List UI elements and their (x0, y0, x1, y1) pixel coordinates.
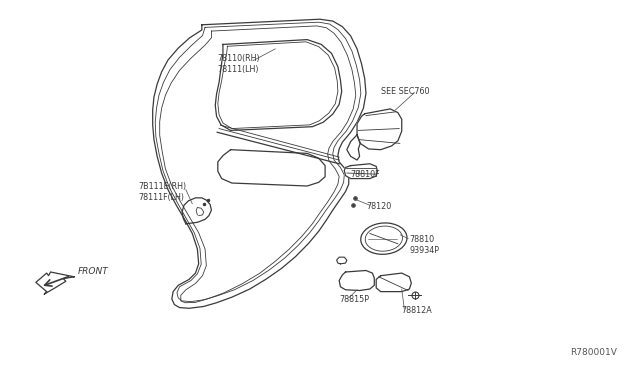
Text: FRONT: FRONT (77, 267, 108, 276)
Polygon shape (337, 257, 347, 264)
Polygon shape (36, 272, 74, 294)
Ellipse shape (365, 226, 403, 251)
Text: SEE SEC760: SEE SEC760 (381, 87, 429, 96)
Polygon shape (339, 270, 374, 291)
Polygon shape (347, 135, 360, 160)
Polygon shape (376, 273, 412, 292)
Text: 78812A: 78812A (402, 307, 433, 315)
Polygon shape (357, 109, 402, 150)
Text: 78810F: 78810F (351, 170, 380, 179)
Text: R780001V: R780001V (570, 348, 617, 357)
Polygon shape (344, 164, 378, 179)
Text: 78111F(LH): 78111F(LH) (138, 193, 184, 202)
Text: 78110(RH): 78110(RH) (218, 54, 260, 62)
Text: 7B111E(RH): 7B111E(RH) (138, 182, 186, 190)
Text: 78120: 78120 (366, 202, 391, 211)
Text: 78815P: 78815P (339, 295, 369, 304)
Text: 93934P: 93934P (410, 246, 440, 255)
Text: 78111(LH): 78111(LH) (218, 65, 259, 74)
Text: 78810: 78810 (410, 235, 435, 244)
